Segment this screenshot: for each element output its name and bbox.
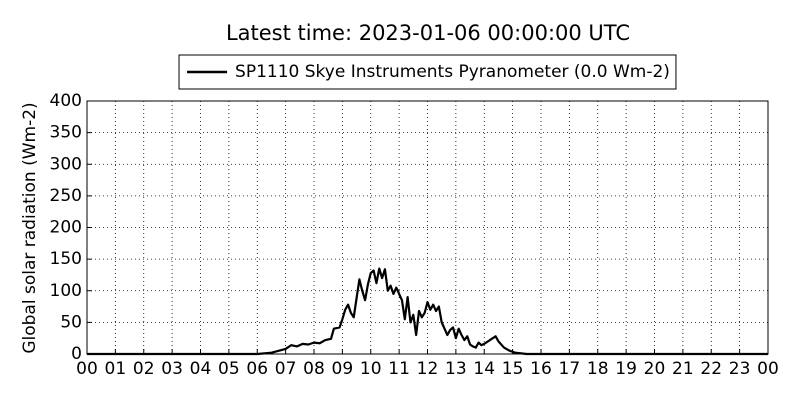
y-tick-label: 50 <box>60 312 82 332</box>
x-tick-label: 17 <box>559 359 581 379</box>
x-tick-label: 09 <box>332 359 354 379</box>
x-tick-label: 22 <box>700 359 722 379</box>
x-tick-label: 07 <box>275 359 297 379</box>
x-tick-label: 18 <box>587 359 609 379</box>
y-tick-label: 0 <box>71 344 82 364</box>
x-tick-label: 11 <box>388 359 410 379</box>
x-tick-label: 15 <box>502 359 524 379</box>
legend-label: SP1110 Skye Instruments Pyranometer (0.0… <box>235 62 670 82</box>
x-tick-label: 05 <box>218 359 240 379</box>
x-tick-label: 16 <box>530 359 552 379</box>
y-tick-label: 350 <box>50 123 82 143</box>
x-tick-label: 19 <box>615 359 637 379</box>
x-tick-label: 06 <box>246 359 268 379</box>
y-tick-label: 300 <box>50 154 82 174</box>
x-tick-label: 00 <box>757 359 779 379</box>
legend-box <box>178 54 677 90</box>
y-tick-label: 250 <box>50 186 82 206</box>
y-tick-label: 100 <box>50 281 82 301</box>
data-line <box>87 267 768 356</box>
plot-frame <box>86 100 769 355</box>
chart-title: Latest time: 2023-01-06 00:00:00 UTC <box>226 21 630 45</box>
y-tick-label: 400 <box>50 91 82 111</box>
x-tick-label: 01 <box>105 359 127 379</box>
x-tick-label: 20 <box>644 359 666 379</box>
y-axis-label: Global solar radiation (Wm-2) <box>20 102 40 353</box>
x-tick-label: 02 <box>133 359 155 379</box>
x-tick-label: 14 <box>473 359 495 379</box>
x-tick-label: 00 <box>76 359 98 379</box>
x-tick-label: 10 <box>360 359 382 379</box>
y-tick-label: 150 <box>50 249 82 269</box>
x-tick-label: 12 <box>417 359 439 379</box>
x-tick-label: 08 <box>303 359 325 379</box>
x-tick-label: 13 <box>445 359 467 379</box>
y-tick-label: 200 <box>50 218 82 238</box>
x-tick-label: 03 <box>161 359 183 379</box>
x-tick-label: 21 <box>672 359 694 379</box>
x-tick-label: 04 <box>190 359 212 379</box>
x-tick-label: 23 <box>729 359 751 379</box>
